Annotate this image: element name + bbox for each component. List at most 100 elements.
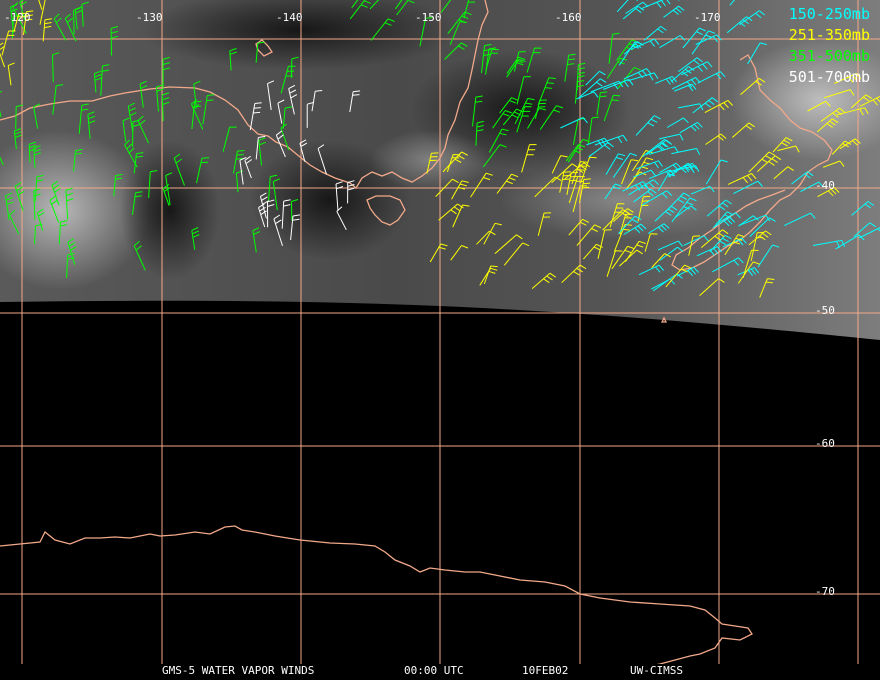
wind-barb xyxy=(836,107,869,116)
wind-barb xyxy=(551,155,568,174)
wind-barb xyxy=(479,267,498,286)
wind-barb xyxy=(49,195,60,223)
wind-barb xyxy=(14,181,25,212)
lon-label-120: -120 xyxy=(4,11,31,24)
wind-barb xyxy=(539,105,564,130)
wind-barb xyxy=(442,151,469,173)
wind-barb xyxy=(531,272,556,289)
wind-barb xyxy=(659,35,686,49)
wind-barb xyxy=(267,80,275,111)
wind-barb xyxy=(568,218,590,236)
wind-barb xyxy=(834,72,862,84)
wind-barb xyxy=(0,156,4,166)
wind-barb xyxy=(5,192,14,221)
wind-barb xyxy=(835,234,865,250)
wind-barb xyxy=(596,91,608,116)
wind-barb xyxy=(277,99,285,124)
wind-barb xyxy=(683,235,709,246)
wind-barb xyxy=(127,102,137,133)
wind-barb xyxy=(572,185,587,213)
wind-barb xyxy=(603,94,621,122)
wind-barb xyxy=(670,66,695,82)
wind-barb xyxy=(396,0,415,16)
wind-barb xyxy=(666,192,691,211)
wind-barb xyxy=(585,70,606,86)
wind-barb xyxy=(560,117,588,129)
wind-barb xyxy=(678,57,703,73)
wind-barb xyxy=(463,0,476,19)
wind-barb xyxy=(299,139,308,162)
wind-barb xyxy=(64,13,77,42)
wind-barb xyxy=(275,130,286,158)
wind-barb xyxy=(537,212,552,236)
wind-barb xyxy=(137,115,150,144)
wind-barb xyxy=(239,157,247,185)
wind-barb xyxy=(729,0,736,6)
wind-barb xyxy=(726,16,753,34)
wind-barb xyxy=(609,203,625,228)
wind-barb xyxy=(697,71,726,84)
wind-barb xyxy=(440,0,452,13)
wind-barb xyxy=(773,166,794,180)
wind-barb xyxy=(229,48,237,71)
wind-barb xyxy=(0,42,6,68)
wind-barb xyxy=(657,169,678,192)
wind-barb xyxy=(438,203,464,221)
wind-barb xyxy=(0,90,3,118)
wind-barb xyxy=(268,174,278,202)
wind-barb xyxy=(133,240,146,271)
wind-barb xyxy=(700,229,729,248)
wind-barb xyxy=(633,188,657,203)
wind-barb xyxy=(165,172,173,205)
wind-barb xyxy=(654,205,678,222)
lon-label-170: -170 xyxy=(694,11,721,24)
wind-barb xyxy=(606,250,623,277)
wind-barb xyxy=(93,70,102,93)
wind-barb xyxy=(191,227,200,250)
wind-barb xyxy=(73,148,83,172)
wind-barb xyxy=(281,199,291,229)
wind-barb xyxy=(704,99,733,114)
wind-barb xyxy=(823,89,855,99)
wind-barb xyxy=(737,267,760,277)
wind-barb xyxy=(74,6,83,30)
wind-barb xyxy=(675,205,697,218)
wind-barb xyxy=(394,0,403,10)
wind-barb xyxy=(705,159,728,185)
wind-barb xyxy=(676,266,699,277)
wind-barb xyxy=(678,103,704,111)
wind-barb xyxy=(682,27,706,49)
wind-barb xyxy=(616,39,639,61)
wind-barb xyxy=(756,155,782,172)
wind-barb xyxy=(244,155,252,179)
wind-barb xyxy=(155,84,164,112)
wind-barb xyxy=(740,77,766,95)
wind-barb xyxy=(665,264,692,288)
wind-barb xyxy=(306,101,315,128)
wind-barb xyxy=(657,240,684,251)
wind-barb xyxy=(709,234,732,253)
wind-barb xyxy=(817,187,840,198)
wind-barb xyxy=(724,234,745,256)
wind-barb xyxy=(858,227,880,239)
wind-barb xyxy=(110,26,119,56)
wind-barb xyxy=(488,128,509,153)
small-island xyxy=(255,39,273,57)
wind-barb xyxy=(23,10,34,35)
wind-barb xyxy=(853,222,876,238)
wind-barb xyxy=(483,222,502,245)
wind-barb xyxy=(655,75,677,85)
wind-barb xyxy=(623,68,652,80)
wind-barb xyxy=(622,181,649,192)
wind-barb xyxy=(534,99,547,120)
wind-barb xyxy=(800,181,824,193)
wind-barb xyxy=(566,171,579,195)
wind-barb xyxy=(738,215,759,227)
wind-barb xyxy=(631,157,654,183)
wind-barb xyxy=(336,206,347,231)
wind-barb xyxy=(659,246,684,261)
wind-barb xyxy=(193,80,201,109)
pressure-legend: 150-250mb 251-350mb 351-500mb 501-700mb xyxy=(789,4,870,88)
